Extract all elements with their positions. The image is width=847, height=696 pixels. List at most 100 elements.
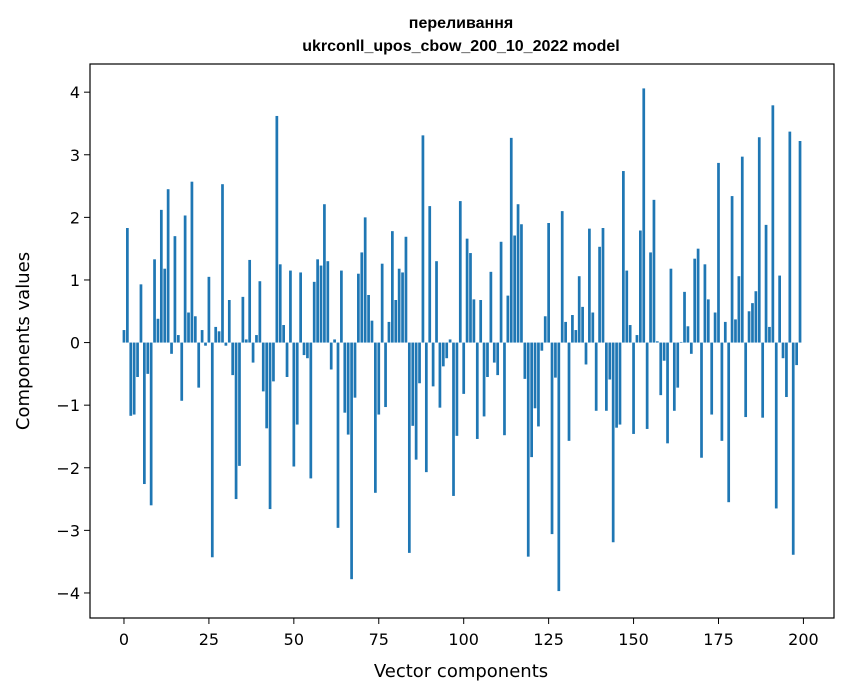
chart-subtitle: ukrconll_upos_cbow_200_10_2022 model <box>302 38 619 55</box>
x-tick-label: 75 <box>369 630 389 649</box>
y-tick-label: −2 <box>56 459 80 478</box>
bar-113 <box>506 295 510 343</box>
bar-108 <box>489 271 493 343</box>
bar-71 <box>363 217 367 343</box>
bar-11 <box>159 209 163 343</box>
bar-33 <box>234 342 238 500</box>
x-tick-label: 50 <box>284 630 304 649</box>
bars-group <box>122 88 802 592</box>
bar-70 <box>360 252 364 343</box>
bar-110 <box>496 342 500 376</box>
bar-10 <box>156 318 160 343</box>
x-tick-label: 125 <box>533 630 564 649</box>
bar-25 <box>207 276 211 343</box>
bar-51 <box>295 342 299 425</box>
bar-117 <box>520 224 523 343</box>
y-tick-label: 3 <box>70 146 80 165</box>
bar-20 <box>190 181 194 343</box>
bar-156 <box>652 199 656 343</box>
plot-area-frame <box>89 63 835 619</box>
bar-194 <box>781 342 785 359</box>
bar-28 <box>217 331 221 343</box>
bar-78 <box>387 321 391 343</box>
bar-172 <box>706 299 710 343</box>
bar-168 <box>693 258 697 343</box>
bar-18 <box>183 215 187 343</box>
bar-55 <box>309 342 313 479</box>
bar-120 <box>530 342 533 458</box>
bar-142 <box>605 342 608 411</box>
bar-134 <box>577 276 581 343</box>
bar-62 <box>333 339 336 343</box>
bar-43 <box>268 342 272 510</box>
bar-105 <box>479 300 483 343</box>
bar-132 <box>571 315 574 343</box>
bar-133 <box>574 330 578 343</box>
bar-119 <box>526 342 530 557</box>
bar-143 <box>608 342 612 380</box>
bar-171 <box>703 264 707 343</box>
bar-124 <box>543 316 547 343</box>
y-tick-label: 0 <box>70 334 80 353</box>
bar-21 <box>193 316 197 343</box>
bar-42 <box>265 342 269 429</box>
bar-158 <box>659 342 663 396</box>
bar-184 <box>747 311 751 343</box>
bar-138 <box>591 312 595 343</box>
bar-52 <box>299 272 302 343</box>
bar-114 <box>509 137 513 343</box>
bar-88 <box>421 135 425 343</box>
bar-12 <box>163 268 167 343</box>
bar-109 <box>492 342 496 363</box>
bar-195 <box>785 342 788 398</box>
bar-153 <box>642 88 646 343</box>
bar-13 <box>166 189 170 343</box>
bar-73 <box>370 320 374 343</box>
bar-48 <box>285 342 289 377</box>
bar-29 <box>221 184 224 343</box>
bar-190 <box>768 326 771 343</box>
bar-95 <box>445 342 449 359</box>
bar-15 <box>173 236 177 343</box>
bar-176 <box>720 342 724 441</box>
bar-162 <box>672 342 676 411</box>
chart-title: переливання <box>409 15 513 32</box>
bar-9 <box>153 259 156 343</box>
bar-189 <box>764 224 768 343</box>
bar-54 <box>306 342 309 359</box>
bar-186 <box>754 291 758 343</box>
bar-19 <box>187 312 190 343</box>
bar-67 <box>350 342 353 580</box>
bar-46 <box>278 264 282 343</box>
bar-106 <box>482 342 486 417</box>
bar-128 <box>557 342 561 592</box>
bar-44 <box>272 342 275 382</box>
bar-63 <box>336 342 340 528</box>
bar-39 <box>255 335 258 343</box>
bar-100 <box>462 342 466 394</box>
x-tick-label: 100 <box>448 630 479 649</box>
bar-59 <box>323 204 326 343</box>
x-tick-label: 0 <box>119 630 129 649</box>
bar-91 <box>431 342 435 387</box>
bar-26 <box>210 342 214 558</box>
bar-196 <box>788 131 792 343</box>
x-axis-label: Vector components <box>374 661 548 682</box>
bar-83 <box>404 236 408 343</box>
bar-90 <box>428 206 432 343</box>
bar-1 <box>126 228 129 343</box>
bar-74 <box>374 342 377 493</box>
bar-148 <box>625 270 629 343</box>
bar-155 <box>649 252 652 343</box>
y-axis-ticks: −4 −3 −2 −1 0 1 2 3 4 <box>56 83 90 603</box>
bar-150 <box>632 342 635 434</box>
bar-17 <box>180 342 184 401</box>
bar-96 <box>448 339 452 343</box>
bar-69 <box>357 273 360 343</box>
bar-170 <box>700 342 703 458</box>
bar-149 <box>628 325 632 343</box>
x-tick-label: 25 <box>199 630 219 649</box>
bar-101 <box>465 238 469 343</box>
bar-178 <box>727 342 731 503</box>
